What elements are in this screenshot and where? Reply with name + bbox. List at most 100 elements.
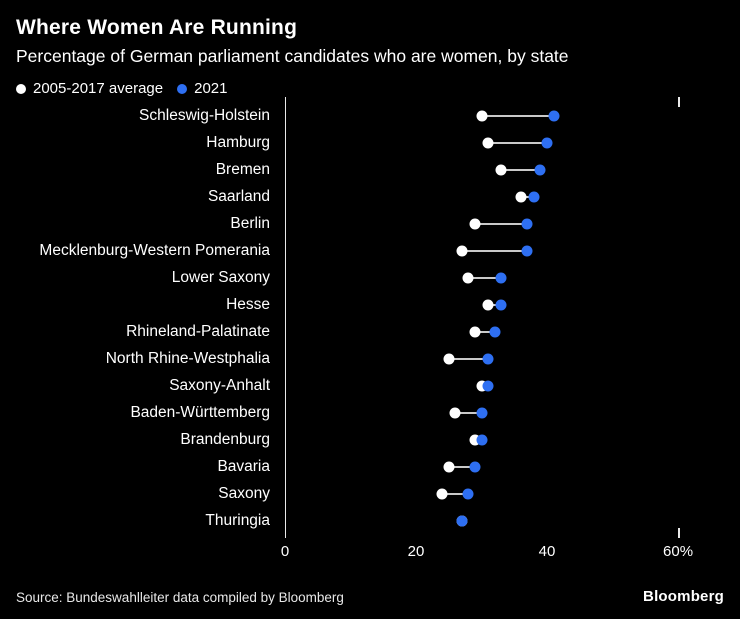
connector-line — [442, 492, 469, 495]
row-plot — [285, 102, 680, 129]
connector-line — [481, 114, 554, 117]
chart-row: Baden-Württemberg — [16, 399, 724, 426]
legend-label-average: 2005-2017 average — [33, 80, 164, 97]
row-plot — [285, 345, 680, 372]
connector-line — [488, 303, 502, 306]
2021-dot — [495, 299, 507, 310]
2021-dot — [541, 137, 553, 148]
category-label: Schleswig-Holstein — [139, 106, 270, 124]
avg-2005-2017-dot — [443, 461, 455, 472]
x-tick-label: 20 — [407, 543, 425, 560]
plot-area: Schleswig-Holstein Hamburg Bremen Saarland B… — [16, 97, 724, 538]
chart-row: Hamburg — [16, 129, 724, 156]
avg-2005-2017-dot — [469, 434, 481, 445]
footer: Source: Bundeswahlleiter data compiled b… — [16, 588, 724, 605]
category-label: Brandenburg — [180, 430, 270, 448]
chart-row: Saarland — [16, 183, 724, 210]
avg-2005-2017-dot — [462, 272, 474, 283]
avg-2005-2017-dot — [495, 164, 507, 175]
category-label: Berlin — [230, 214, 270, 232]
avg-2005-2017-dot — [456, 245, 468, 256]
avg-2005-2017-dot — [476, 380, 488, 391]
connector-line — [474, 330, 495, 333]
x-tick-label: 60% — [663, 543, 694, 560]
category-label: Thuringia — [205, 511, 270, 529]
chart-row: Thuringia — [16, 507, 724, 534]
legend-label-2021: 2021 — [194, 80, 228, 97]
chart-row: Lower Saxony — [16, 264, 724, 291]
row-plot — [285, 183, 680, 210]
row-plot — [285, 399, 680, 426]
source-text: Source: Bundeswahlleiter data compiled b… — [16, 590, 344, 605]
2021-dot — [462, 488, 474, 499]
avg-2005-2017-dot — [469, 326, 481, 337]
x-axis: 0 20 40 60% — [281, 543, 693, 565]
legend: 2005-2017 average 2021 — [16, 80, 724, 97]
row-plot — [285, 291, 680, 318]
2021-dot — [495, 272, 507, 283]
row-plot — [285, 453, 680, 480]
avg-2005-2017-dot — [482, 137, 494, 148]
chart-row: Saxony-Anhalt — [16, 372, 724, 399]
2021-dot — [521, 218, 533, 229]
chart-row: Bavaria — [16, 453, 724, 480]
chart-row: Bremen — [16, 156, 724, 183]
category-label: Saxony — [218, 484, 270, 502]
2021-dot — [534, 164, 546, 175]
connector-line — [520, 195, 534, 198]
category-label: North Rhine-Westphalia — [105, 349, 270, 367]
connector-line — [448, 465, 475, 468]
connector-line — [455, 411, 482, 414]
2021-dot — [476, 407, 488, 418]
category-label: Bavaria — [217, 457, 270, 475]
row-plot — [285, 480, 680, 507]
bloomberg-logo: Bloomberg — [643, 588, 724, 605]
connector-line — [501, 168, 541, 171]
connector-line — [448, 357, 489, 360]
chart-row: Berlin — [16, 210, 724, 237]
avg-2005-2017-dot — [515, 191, 527, 202]
category-label: Baden-Württemberg — [130, 403, 270, 421]
row-plot — [285, 210, 680, 237]
category-label: Lower Saxony — [171, 268, 270, 286]
2021-dot — [482, 353, 494, 364]
category-label: Hamburg — [206, 133, 270, 151]
row-plot — [285, 318, 680, 345]
chart-rows: Schleswig-Holstein Hamburg Bremen Saarland B… — [16, 102, 724, 534]
category-label: Bremen — [215, 160, 270, 178]
2021-legend-dot-icon — [177, 83, 188, 94]
chart-row: Saxony — [16, 480, 724, 507]
chart-subtitle: Percentage of German parliament candidat… — [16, 46, 569, 66]
connector-line — [488, 141, 548, 144]
x-tick-label: 40 — [538, 543, 556, 560]
connector-line — [468, 276, 502, 279]
chart-row: Schleswig-Holstein — [16, 102, 724, 129]
category-label: Mecklenburg-Western Pomerania — [39, 241, 270, 259]
x-tick-label: 0 — [280, 543, 290, 560]
row-plot — [285, 129, 680, 156]
avg-2005-2017-dot — [469, 218, 481, 229]
chart-row: North Rhine-Westphalia — [16, 345, 724, 372]
chart-row: Rhineland-Palatinate — [16, 318, 724, 345]
row-plot — [285, 372, 680, 399]
avg-2005-2017-dot — [443, 353, 455, 364]
chart-row: Hesse — [16, 291, 724, 318]
row-plot — [285, 426, 680, 453]
avg-2005-2017-dot — [476, 110, 488, 121]
row-plot — [285, 237, 680, 264]
chart-title: Where Women Are Running — [16, 16, 298, 39]
category-label: Rhineland-Palatinate — [126, 322, 270, 340]
connector-line — [461, 249, 528, 252]
category-label: Hesse — [226, 295, 270, 313]
category-label: Saarland — [207, 187, 270, 205]
avg-2005-2017-dot — [482, 299, 494, 310]
chart-row: Mecklenburg-Western Pomerania — [16, 237, 724, 264]
row-plot — [285, 156, 680, 183]
row-plot — [285, 264, 680, 291]
2021-dot — [548, 110, 560, 121]
2021-dot — [476, 434, 488, 445]
connector-line — [474, 222, 528, 225]
avg-2005-2017-dot — [436, 488, 448, 499]
category-label: Saxony-Anhalt — [169, 376, 270, 394]
